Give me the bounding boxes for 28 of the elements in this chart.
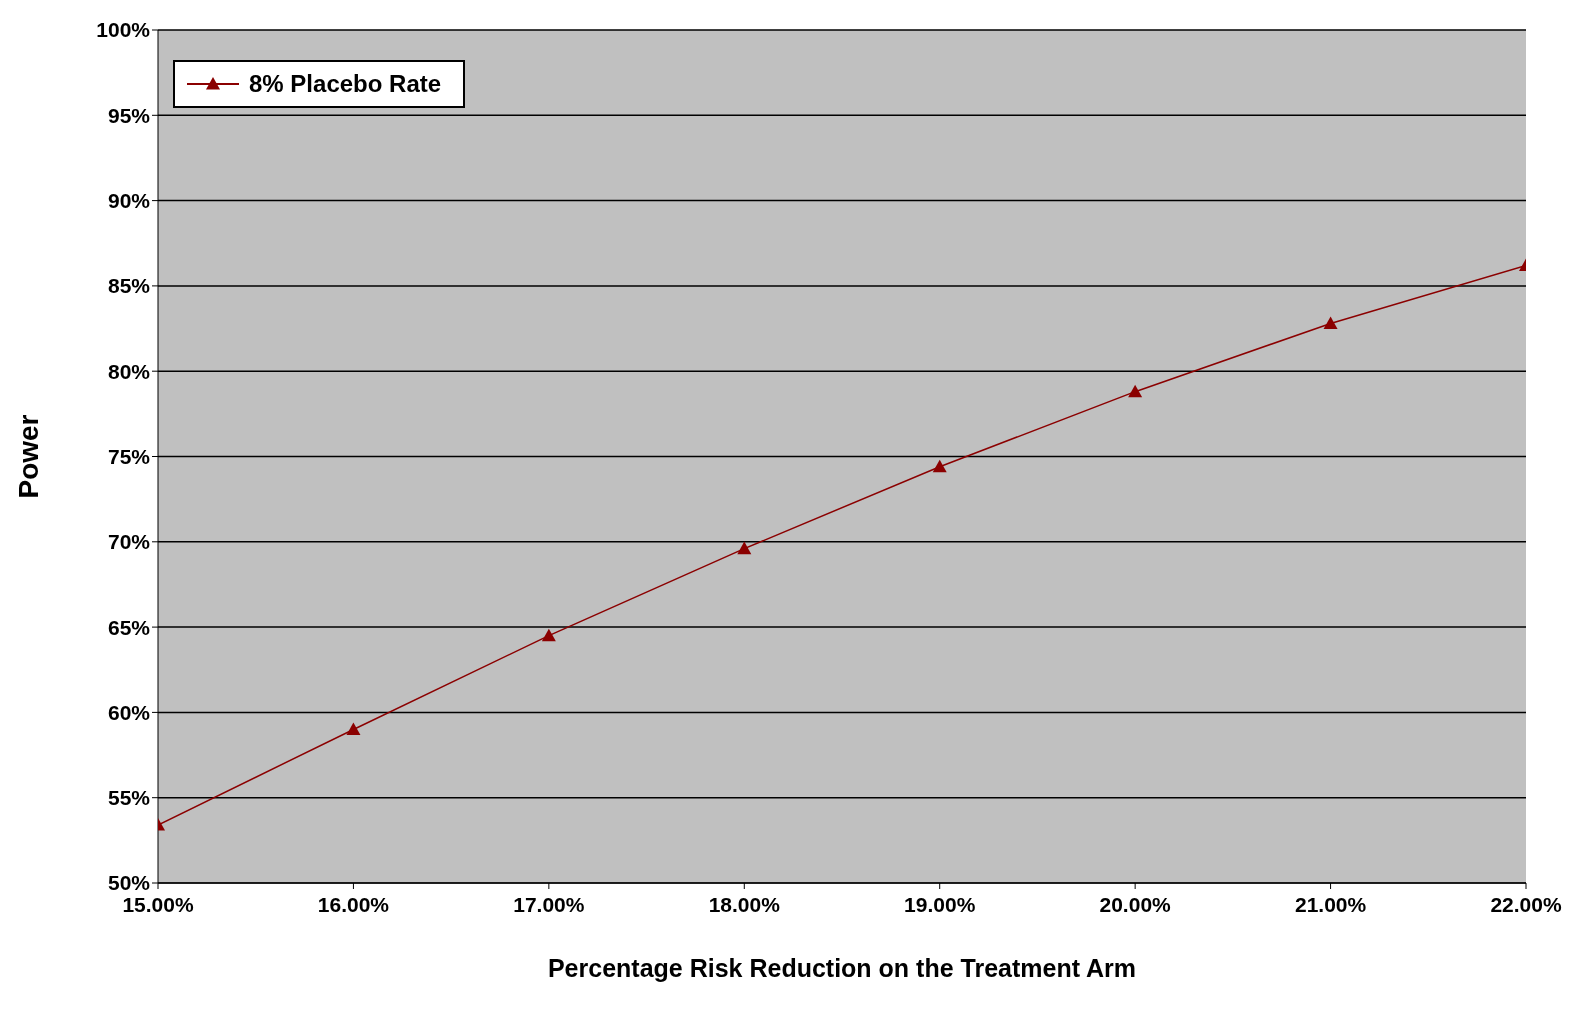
y-tick-label: 100%	[96, 18, 151, 42]
point	[737, 541, 752, 555]
point	[1128, 384, 1143, 398]
x-tick-label: 16.00%	[317, 892, 390, 916]
point	[346, 722, 361, 736]
x-tick-label: 21.00%	[1294, 892, 1367, 916]
x-tick-label: 17.00%	[513, 892, 585, 916]
y-tick-label: 85%	[107, 274, 151, 298]
y-tick-label: 90%	[107, 189, 151, 213]
y-tick-label: 70%	[107, 530, 151, 554]
point	[541, 628, 556, 642]
point	[932, 459, 947, 473]
legend-label: 8% Placebo Rate	[249, 70, 442, 98]
x-tick-label: 20.00%	[1099, 892, 1172, 916]
y-tick-label: 60%	[107, 700, 151, 724]
x-tick-label: 22.00%	[1490, 892, 1562, 916]
x-tick-label: 15.00%	[122, 892, 194, 916]
x-tick-label: 18.00%	[708, 892, 781, 916]
y-axis-title: Power	[12, 414, 44, 499]
y-tick-label: 80%	[107, 359, 151, 383]
y-tick-label: 55%	[107, 786, 151, 810]
y-tick-label: 50%	[107, 871, 151, 895]
y-tick-label: 75%	[107, 444, 151, 468]
y-tick-label: 95%	[107, 103, 151, 127]
y-tick-label: 65%	[107, 615, 151, 639]
x-axis-title: Percentage Risk Reduction on the Treatment Arm	[547, 954, 1137, 982]
x-tick-label: 19.00%	[904, 892, 976, 916]
point	[1323, 316, 1338, 330]
